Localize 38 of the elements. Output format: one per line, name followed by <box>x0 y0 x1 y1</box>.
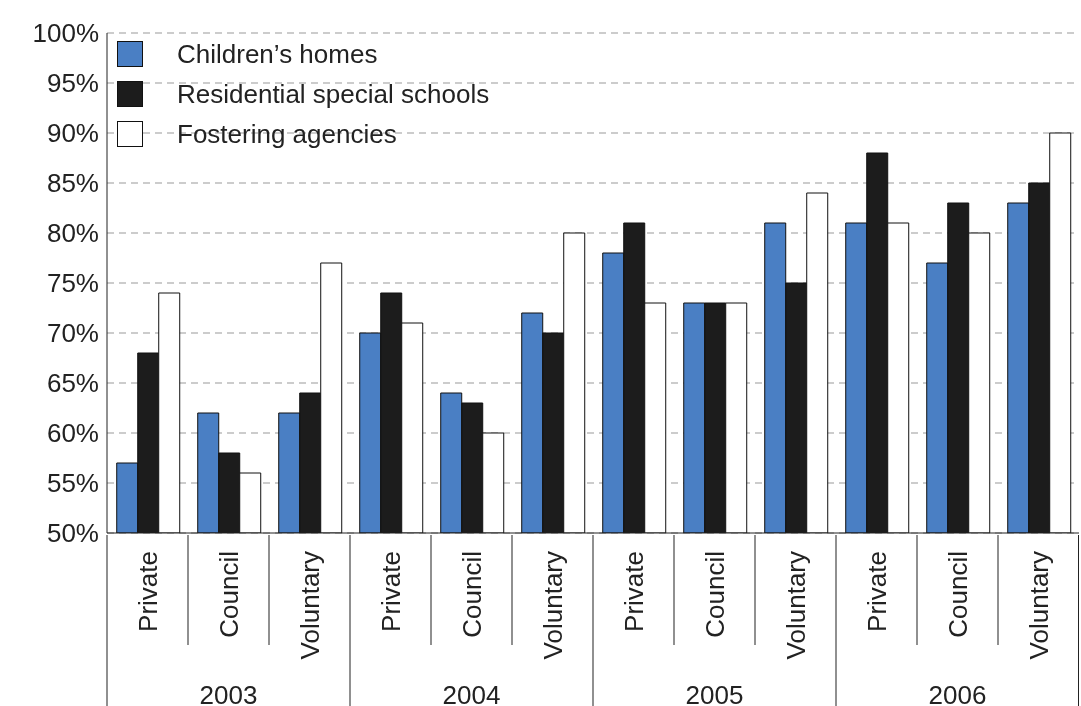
legend-label: Residential special schools <box>177 78 490 111</box>
legend-label: Fostering agencies <box>177 118 397 151</box>
legend-label: Children’s homes <box>177 38 378 71</box>
y-tick-label: 75% <box>46 268 99 299</box>
axis-divider: Voluntary <box>268 535 325 660</box>
axis-divider: Private <box>835 535 892 706</box>
axis-divider: Council 2005 <box>673 535 744 706</box>
x-tick-label: Private <box>132 551 163 632</box>
y-tick-label: 65% <box>46 368 99 399</box>
axis-divider: Private <box>106 535 163 706</box>
axis-divider: Council 2006 <box>916 535 987 706</box>
y-tick-label: 100% <box>32 18 99 49</box>
x-tick-label: Voluntary <box>537 551 568 660</box>
axis-divider: Council 2004 <box>430 535 501 706</box>
y-tick-label: 70% <box>46 318 99 349</box>
axis-divider: Voluntary <box>997 535 1079 706</box>
y-tick-label: 55% <box>46 468 99 499</box>
y-tick-label: 90% <box>46 118 99 149</box>
x-tick-label: Council <box>456 551 487 638</box>
y-tick-label: 80% <box>46 218 99 249</box>
x-tick-label: Private <box>375 551 406 632</box>
axis-divider: Voluntary <box>754 535 811 660</box>
x-tick-label: Voluntary <box>1023 551 1054 660</box>
axis-divider: Private <box>349 535 406 706</box>
axis-divider: Council 2003 <box>187 535 258 706</box>
axis-divider: Private <box>592 535 649 706</box>
axis-divider: Voluntary <box>511 535 568 660</box>
y-tick-label: 50% <box>46 518 99 549</box>
x-tick-label: Council <box>213 551 244 638</box>
y-tick-label: 85% <box>46 168 99 199</box>
y-tick-label: 95% <box>46 68 99 99</box>
x-tick-label: Private <box>618 551 649 632</box>
x-tick-label: Private <box>861 551 892 632</box>
x-tick-label: Voluntary <box>294 551 325 660</box>
x-tick-label: Council <box>942 551 973 638</box>
y-tick-label: 60% <box>46 418 99 449</box>
x-tick-label: Council <box>699 551 730 638</box>
x-tick-label: Voluntary <box>780 551 811 660</box>
